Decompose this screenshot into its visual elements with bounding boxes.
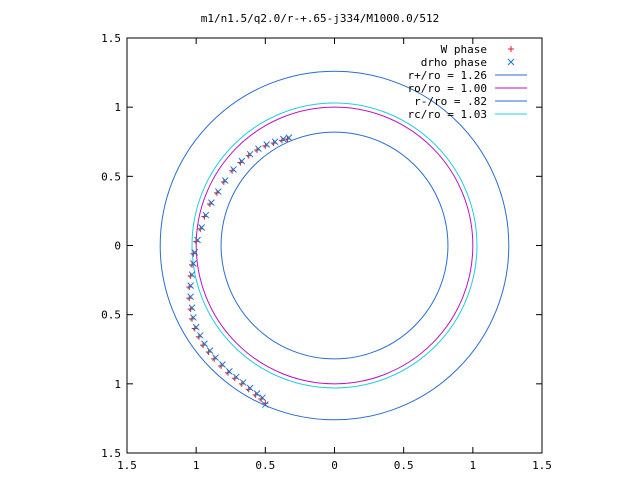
x-tick-label-2: 0.5: [255, 459, 275, 472]
y-tick-label-3: 0: [114, 240, 121, 253]
legend-label-4: r-/ro = .82: [414, 95, 487, 108]
point-1-4: [255, 145, 262, 153]
reference-circles: [159, 70, 510, 421]
legend-label-5: rc/ro = 1.03: [408, 108, 487, 121]
legend-label-2: r+/ro = 1.26: [408, 69, 487, 82]
point-1-19: [188, 304, 196, 312]
point-1-0: [285, 134, 293, 141]
circle-2: [220, 131, 449, 360]
x-tick-label-5: 1: [470, 459, 477, 472]
x-tick-label-0: 1.5: [117, 459, 137, 472]
axis-ticks: 1.5 1 0.5 0 0.5 1 1.51.510.500.511.5: [101, 32, 552, 472]
point-1-31: [253, 390, 261, 397]
point-1-12: [198, 224, 206, 231]
point-1-11: [202, 211, 210, 219]
point-1-32: [259, 394, 266, 402]
point-1-10: [208, 199, 215, 206]
point-1-21: [192, 323, 200, 331]
point-1-6: [238, 157, 246, 165]
point-1-18: [187, 293, 194, 301]
point-1-9: [214, 188, 222, 195]
point-1-16: [188, 271, 196, 278]
x-tick-label-3: 0: [331, 459, 338, 472]
legend-swatch-1: [507, 58, 515, 66]
y-tick-label-6: 1.5: [101, 447, 121, 460]
point-1-29: [239, 379, 247, 386]
point-1-30: [246, 384, 254, 392]
circle-1: [195, 106, 474, 385]
x-tick-label-6: 1.5: [532, 459, 552, 472]
point-1-2: [271, 138, 279, 146]
x-tick-label-1: 1: [193, 459, 200, 472]
point-1-3: [263, 141, 271, 148]
x-tick-label-4: 0.5: [394, 459, 414, 472]
point-1-22: [196, 332, 204, 339]
point-1-1: [279, 135, 287, 143]
circle-3: [191, 102, 478, 389]
y-tick-label-0: 1.5: [101, 32, 121, 45]
chart-title: m1/n1.5/q2.0/r-+.65-j334/M1000.0/512: [201, 12, 439, 25]
y-tick-label-1: 1: [114, 101, 121, 114]
point-1-17: [187, 282, 194, 289]
y-tick-label-2: 0.5: [101, 170, 121, 183]
point-1-13: [194, 236, 201, 244]
point-1-27: [226, 368, 233, 375]
point-1-8: [221, 177, 229, 184]
point-1-5: [246, 150, 254, 158]
point-1-23: [201, 340, 208, 348]
point-1-26: [219, 361, 226, 368]
point-1-14: [191, 249, 199, 256]
point-1-7: [230, 166, 237, 173]
point-0-33: [262, 400, 269, 407]
legend-swatch-0: [508, 46, 514, 52]
circle-0: [159, 70, 510, 421]
y-tick-label-5: 1: [114, 378, 121, 391]
point-1-33: [261, 401, 269, 408]
point-1-20: [190, 314, 197, 321]
legend-label-3: ro/ro = 1.00: [408, 82, 487, 95]
legend-label-0: W phase: [441, 43, 487, 56]
point-1-25: [212, 354, 219, 361]
data-series: [186, 134, 293, 408]
y-tick-label-4: 0.5: [101, 309, 121, 322]
point-1-28: [232, 373, 240, 381]
point-1-15: [190, 260, 197, 267]
legend-label-1: drho phase: [421, 56, 487, 69]
point-1-24: [206, 347, 214, 354]
